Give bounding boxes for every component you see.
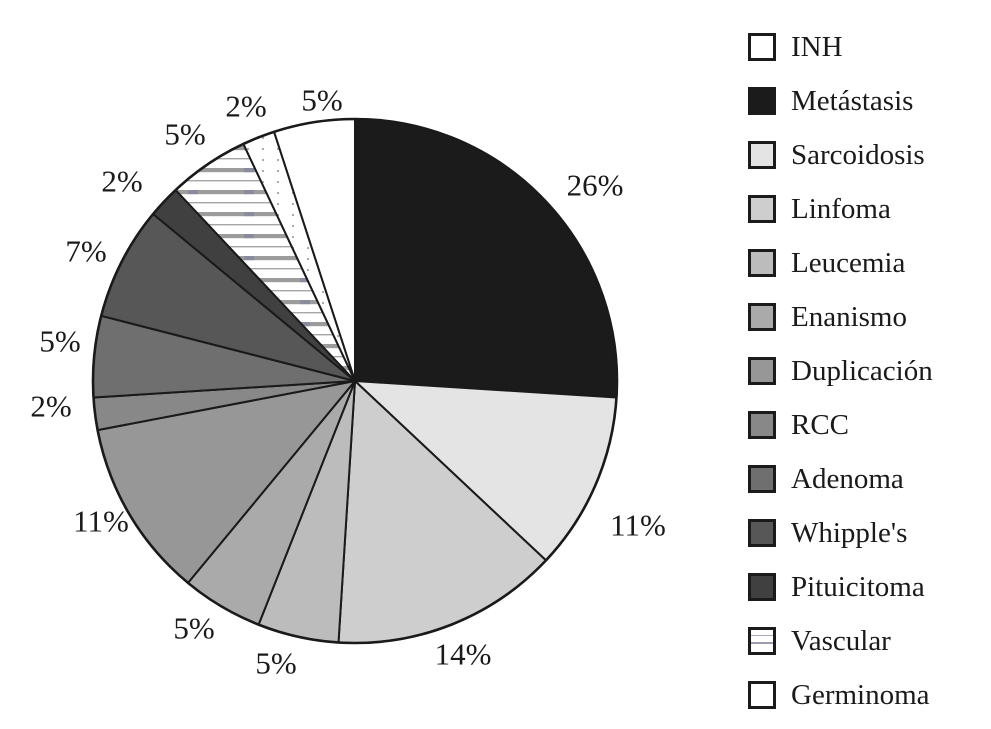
legend-label-linfoma: Linfoma (791, 193, 891, 225)
legend-swatch-rcc (748, 411, 776, 439)
legend-item-enanismo: Enanismo (748, 301, 933, 333)
legend-item-adenoma: Adenoma (748, 463, 933, 495)
legend-label-inh: INH (791, 31, 843, 63)
slice-value-label-duplicacion: 11% (73, 504, 129, 539)
legend: INH Metástasis Sarcoidosis Linfoma Leucemia E… (748, 31, 933, 711)
legend-item-pituicitoma: Pituicitoma (748, 571, 933, 603)
legend-label-whipple-s: Whipple's (791, 517, 908, 549)
legend-item-germinoma: Germinoma (748, 679, 933, 711)
legend-item-leucemia: Leucemia (748, 247, 933, 279)
legend-label-pituicitoma: Pituicitoma (791, 571, 925, 603)
slice-value-label-vascular: 5% (164, 117, 205, 152)
legend-swatch-linfoma (748, 195, 776, 223)
pie-value-labels: 5% 26% 11% 14% 5% 5% 11% 2% 5% 7% 2% 5% 2% (30, 83, 666, 681)
slice-value-label-germinoma: 2% (225, 89, 266, 124)
legend-swatch-adenoma (748, 465, 776, 493)
slice-value-label-enanismo: 5% (173, 611, 214, 646)
legend-swatch-inh (748, 33, 776, 61)
legend-label-vascular: Vascular (791, 625, 891, 657)
legend-item-sarcoidosis: Sarcoidosis (748, 139, 933, 171)
legend-label-leucemia: Leucemia (791, 247, 906, 279)
legend-label-enanismo: Enanismo (791, 301, 907, 333)
legend-swatch-metastasis (748, 87, 776, 115)
legend-swatch-germinoma (748, 681, 776, 709)
legend-item-whipple-s: Whipple's (748, 517, 933, 549)
slice-value-label-leucemia: 5% (255, 646, 296, 681)
legend-swatch-vascular (748, 627, 776, 655)
legend-item-metastasis: Metástasis (748, 85, 933, 117)
pie-outline (91, 117, 619, 645)
legend-swatch-duplicacion (748, 357, 776, 385)
pie-slice-metastasis (354, 118, 619, 399)
legend-label-rcc: RCC (791, 409, 850, 441)
legend-swatch-whipple-s (748, 519, 776, 547)
legend-swatch-sarcoidosis (748, 141, 776, 169)
pie-slices (92, 117, 619, 644)
legend-label-metastasis: Metástasis (791, 85, 914, 117)
legend-item-duplicacion: Duplicación (748, 355, 933, 387)
slice-value-label-whipple-s: 7% (65, 234, 106, 269)
legend-item-inh: INH (748, 31, 933, 63)
slice-value-label-sarcoidosis: 11% (610, 508, 666, 543)
slice-value-label-inh: 5% (301, 83, 342, 118)
legend-label-germinoma: Germinoma (791, 679, 930, 711)
legend-label-adenoma: Adenoma (791, 463, 904, 495)
legend-label-sarcoidosis: Sarcoidosis (791, 139, 925, 171)
slice-value-label-linfoma: 14% (435, 637, 492, 672)
slice-value-label-pituicitoma: 2% (101, 164, 142, 199)
slice-value-label-adenoma: 5% (39, 324, 80, 359)
legend-item-rcc: RCC (748, 409, 933, 441)
legend-swatch-pituicitoma (748, 573, 776, 601)
slice-value-label-rcc: 2% (30, 389, 71, 424)
legend-swatch-enanismo (748, 303, 776, 331)
slice-value-label-metastasis: 26% (567, 168, 624, 203)
legend-item-vascular: Vascular (748, 625, 933, 657)
legend-item-linfoma: Linfoma (748, 193, 933, 225)
legend-swatch-leucemia (748, 249, 776, 277)
legend-label-duplicacion: Duplicación (791, 355, 933, 387)
